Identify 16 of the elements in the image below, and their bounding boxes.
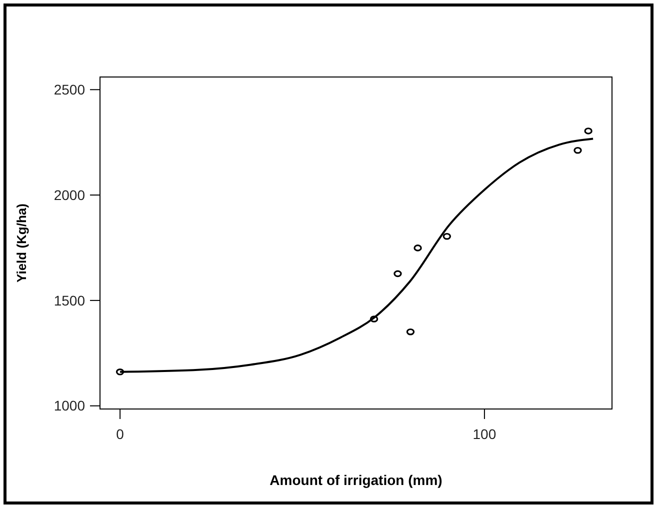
point <box>370 316 378 322</box>
x-tick-label: 100 <box>472 426 496 442</box>
point <box>406 328 415 336</box>
point <box>584 128 592 134</box>
y-tick-label: 2500 <box>54 82 86 98</box>
point <box>394 270 402 278</box>
y-tick-label: 1500 <box>54 292 86 308</box>
point <box>442 232 452 240</box>
y-axis-title: Yield (Kg/ha) <box>14 204 29 282</box>
x-tick-label: 0 <box>116 426 124 442</box>
x-axis-title: Amount of irrigation (mm) <box>270 472 442 488</box>
point <box>574 146 582 154</box>
point <box>414 244 422 252</box>
point <box>116 368 124 376</box>
y-tick-label: 1000 <box>54 398 86 414</box>
y-tick-label: 2000 <box>54 186 86 203</box>
